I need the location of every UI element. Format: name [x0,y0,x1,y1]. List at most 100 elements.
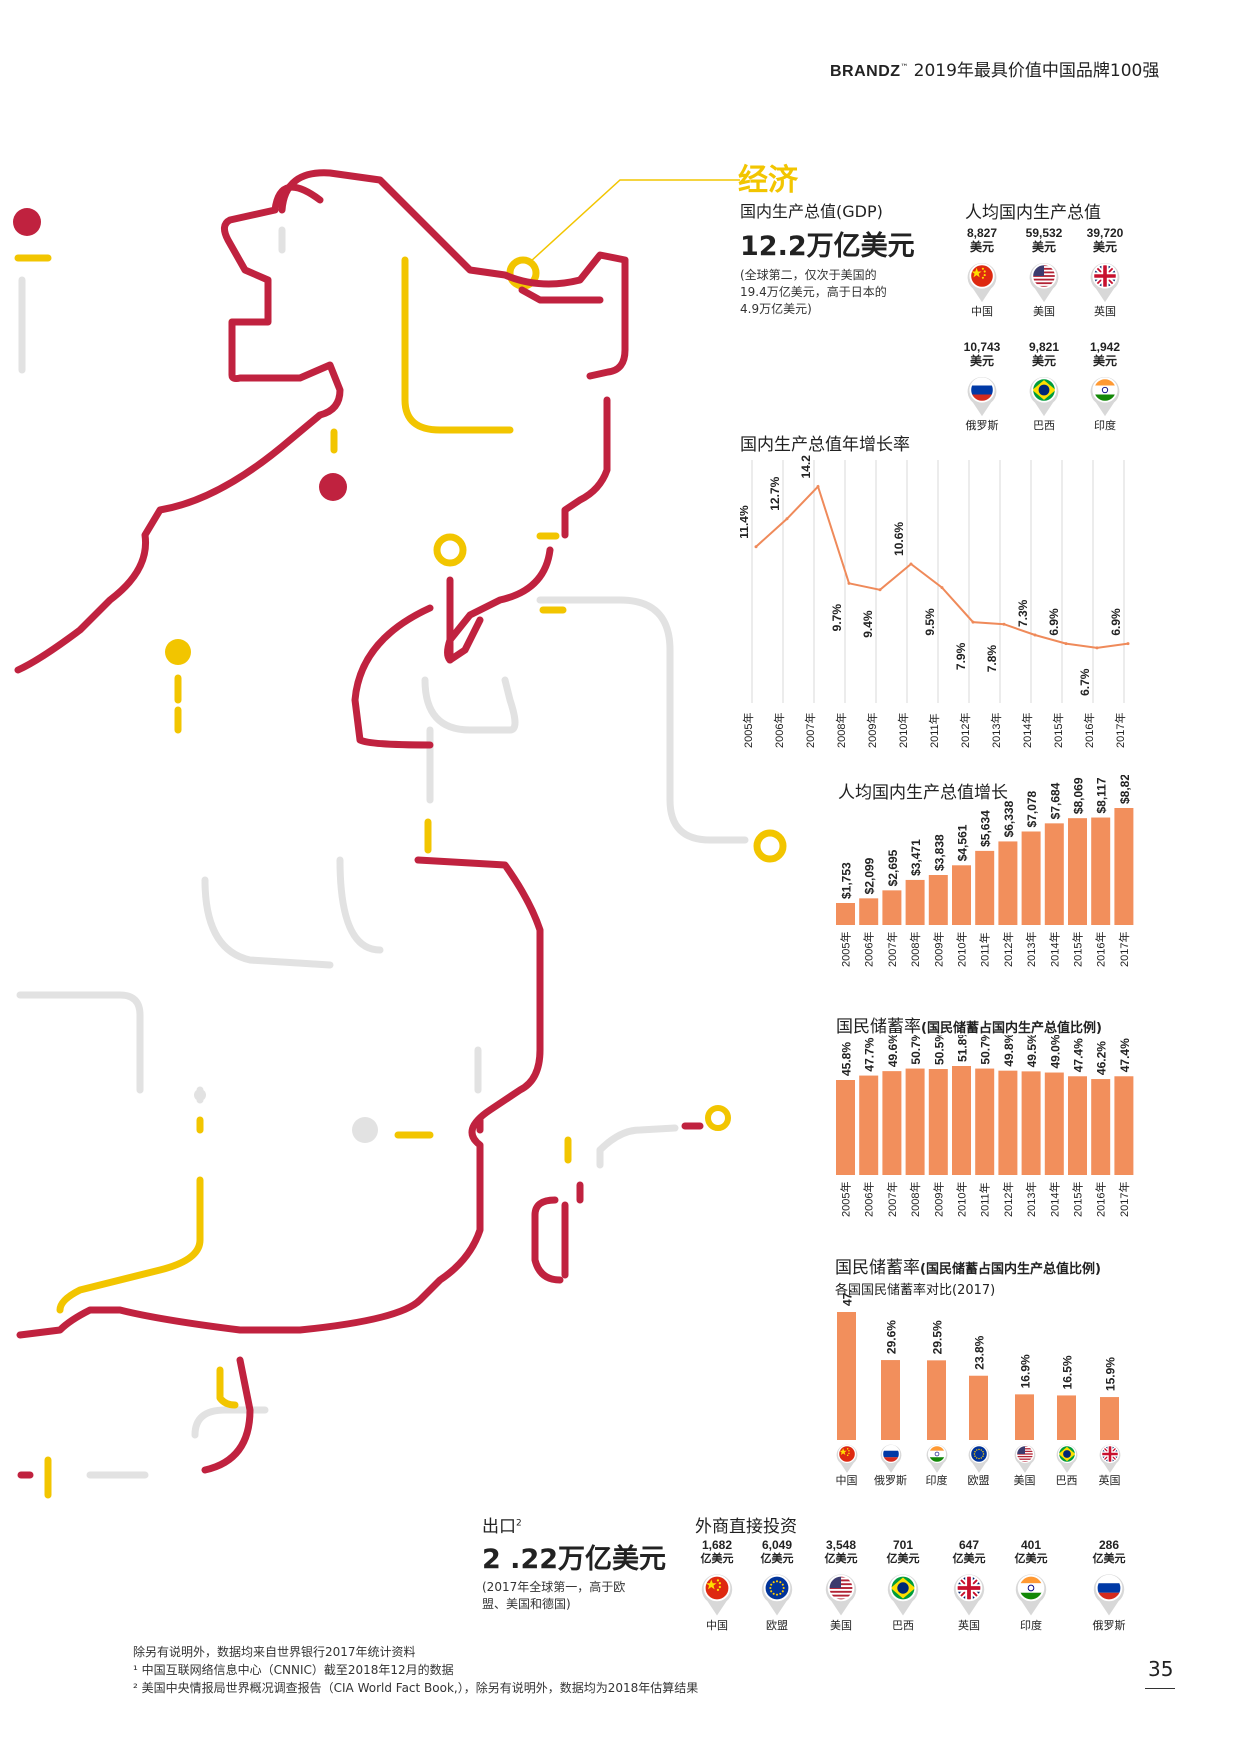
growth-tick-label: 2013年 [989,713,1003,748]
bar-tick-label: 2016年 [1094,1182,1108,1217]
bar [1100,1397,1119,1440]
bar-data-label: 49.5% [1025,1035,1039,1067]
savings-compare-subtitle: (国民储蓄占国内生产总值比例) [920,1262,1101,1277]
per-capita-item: 10,743 美元 俄罗斯 [955,340,1009,433]
footnote-line: ¹ 中国互联网络信息中心（CNNIC）截至2018年12月的数据 [133,1663,454,1677]
per-capita-unit: 美元 [1092,240,1117,254]
bar-tick-label: 2006年 [862,932,876,967]
growth-data-label: 9.5% [923,608,937,636]
footnotes: 除另有说明外，数据均来自世界银行2017年统计资料 ¹ 中国互联网络信息中心（C… [133,1643,698,1697]
bar-data-label: 49.8% [1002,1035,1016,1067]
india-flag-icon [1090,376,1120,417]
fdi-country: 中国 [706,1618,728,1632]
bar-tick-label: 2010年 [955,932,969,967]
savings-title-block: 国民储蓄率(国民储蓄占国内生产总值比例) [836,1012,1102,1037]
fdi-title: 外商直接投资 [695,1517,797,1537]
gdp-growth-chart: 11.4% 2005年 12.7% 2006年 14.2% 2007年 9.7% 2008年 9… [740,455,1130,748]
bar [1057,1395,1076,1440]
country-label: 巴西 [1056,1474,1078,1487]
growth-tick-label: 2008年 [834,713,848,748]
usa-flag-icon [825,1574,857,1616]
bar-data-label: 49.0% [1048,1035,1062,1069]
flag-pin [1017,258,1071,307]
growth-data-label: 7.9% [954,642,968,670]
per-capita-value: 59,532 [1025,226,1063,240]
bar [1021,831,1041,925]
usa-flag-icon [1029,262,1059,303]
fdi-country: 美国 [830,1618,852,1632]
bar-data-label: 16.5% [1061,1355,1075,1389]
bar-tick-label: 2014年 [1047,932,1061,967]
bar [905,1068,925,1175]
fdi-country: 俄罗斯 [1092,1618,1126,1632]
fdi-unit: 亿美元 [824,1552,858,1565]
bar-data-label: $5,634 [979,810,993,847]
page-header: BRANDZ™ 2019年最具价值中国品牌100强 [830,56,1159,81]
exports-note-line: 盟、美国和德国) [482,1597,571,1611]
fdi-item: 1,682 亿美元 中国 [690,1538,744,1633]
bar [1068,1076,1087,1175]
uk-flag-icon [1099,1444,1121,1473]
exports-label-row: 出口2 [482,1512,682,1537]
china-flag-icon [701,1574,733,1616]
fdi-unit: 亿美元 [700,1552,734,1565]
bar-tick-label: 2005年 [839,932,853,967]
bar-data-label: 47.4% [841,1290,855,1306]
growth-point [847,581,851,585]
fdi-value: 3,548 [825,1538,857,1552]
growth-point [940,586,944,590]
fdi-unit: 亿美元 [760,1552,794,1565]
eu-flag-icon [761,1574,793,1616]
bar [836,903,855,925]
bar [837,1312,856,1440]
bar-data-label: 46.2% [1095,1041,1109,1075]
growth-point [1126,642,1130,646]
per-capita-value: 9,821 [1028,340,1060,354]
bar-data-label: 50.7% [909,1035,923,1065]
bar-data-label: $7,684 [1048,782,1062,819]
fdi-unit: 亿美元 [1092,1552,1126,1565]
bar-data-label: $3,471 [909,839,923,876]
bar-tick-label: 2012年 [1001,932,1015,967]
china-flag-icon [836,1444,858,1473]
bar-tick-label: 2007年 [885,1182,899,1217]
per-capita-country: 美国 [1033,305,1055,318]
bar [1068,818,1087,925]
bar [881,1360,900,1440]
bar [1044,1072,1064,1175]
growth-tick-label: 2009年 [865,713,879,748]
growth-tick-label: 2005年 [741,713,755,748]
gdp-label: 国内生产总值(GDP) [740,202,883,221]
fdi-row: 1,682 亿美元 中国 6,049 亿美元 欧盟 3,548 亿美元 美国 701 亿美元 巴西 64… [690,1538,1150,1638]
savings-compare-title: 国民储蓄率 [835,1258,920,1278]
bar-tick-label: 2011年 [978,1182,992,1217]
bar-tick-label: 2017年 [1117,1182,1131,1217]
per-capita-country: 印度 [1094,419,1116,432]
bar [1044,823,1064,925]
fdi-value: 401 [1020,1538,1042,1552]
growth-data-label: 6.9% [1047,608,1061,636]
growth-point [754,545,758,549]
growth-point [1002,622,1006,626]
gdp-note-line: 4.9万亿美元) [740,302,812,316]
growth-point [1095,646,1099,650]
growth-tick-label: 2016年 [1082,713,1096,748]
per-capita-country: 俄罗斯 [965,419,999,432]
flag-pin [942,1569,996,1621]
bar [952,865,971,925]
bar-data-label: 47.4% [1118,1038,1132,1072]
bar-data-label: $2,099 [863,857,877,894]
fdi-item: 647 亿美元 英国 [942,1538,996,1633]
savings-title: 国民储蓄率 [836,1017,921,1037]
bar-tick-label: 2010年 [955,1182,969,1217]
savings-subtitle: (国民储蓄占国内生产总值比例) [921,1021,1102,1036]
bar-tick-label: 2009年 [931,1182,945,1217]
gdp-value: 12.2万亿美元 [740,231,915,262]
bar-tick-label: 2014年 [1047,1182,1061,1217]
bar-tick-label: 2008年 [908,1182,922,1217]
bar [1015,1394,1034,1440]
fdi-item: 286 亿美元 俄罗斯 [1082,1538,1136,1633]
growth-data-label: 14.2% [799,455,813,478]
bar [1091,817,1111,925]
per-capita-unit: 美元 [969,240,994,254]
